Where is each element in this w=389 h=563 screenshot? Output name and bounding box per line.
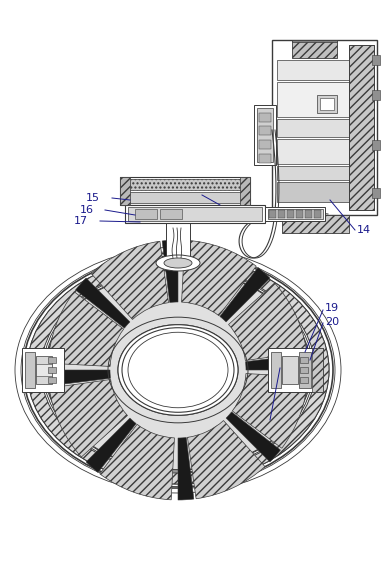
Wedge shape xyxy=(86,418,136,472)
Bar xyxy=(122,192,248,203)
Wedge shape xyxy=(220,267,270,322)
Bar xyxy=(36,364,52,376)
Bar xyxy=(287,210,294,218)
Ellipse shape xyxy=(122,328,234,412)
Bar xyxy=(277,182,349,202)
Bar xyxy=(254,105,276,165)
Bar xyxy=(166,223,190,263)
Bar xyxy=(271,352,281,388)
Bar xyxy=(372,140,380,150)
Wedge shape xyxy=(48,292,124,367)
Bar xyxy=(268,209,323,219)
Bar xyxy=(282,215,349,233)
Bar xyxy=(317,95,337,113)
Bar xyxy=(22,348,64,392)
Bar xyxy=(48,357,56,363)
Bar xyxy=(259,113,271,122)
Wedge shape xyxy=(178,437,194,500)
Bar xyxy=(265,207,325,221)
Wedge shape xyxy=(100,425,174,500)
Bar xyxy=(372,55,380,65)
Bar xyxy=(305,210,312,218)
Bar xyxy=(349,45,374,210)
Ellipse shape xyxy=(156,255,200,271)
Bar xyxy=(122,179,248,190)
Ellipse shape xyxy=(118,325,238,415)
Ellipse shape xyxy=(46,270,310,470)
Text: 17: 17 xyxy=(74,216,88,226)
Bar xyxy=(240,177,250,205)
Wedge shape xyxy=(48,370,110,386)
Bar xyxy=(48,367,56,373)
Text: 18: 18 xyxy=(202,188,216,198)
Bar xyxy=(292,40,337,42)
Bar xyxy=(300,377,308,383)
Bar xyxy=(120,177,130,205)
Ellipse shape xyxy=(118,325,238,415)
Bar xyxy=(300,367,308,373)
Bar xyxy=(312,348,323,392)
Bar xyxy=(282,356,298,384)
Wedge shape xyxy=(226,412,280,462)
Bar xyxy=(372,90,380,100)
Wedge shape xyxy=(75,278,130,328)
Text: 20: 20 xyxy=(325,317,339,327)
Text: 21: 21 xyxy=(280,361,294,371)
Ellipse shape xyxy=(128,332,228,408)
Bar xyxy=(259,154,271,163)
Ellipse shape xyxy=(164,258,192,268)
Wedge shape xyxy=(182,240,256,316)
Bar xyxy=(36,356,52,384)
Ellipse shape xyxy=(45,270,311,470)
Bar xyxy=(125,205,265,223)
Bar xyxy=(372,188,380,198)
Bar xyxy=(277,139,349,164)
Bar xyxy=(349,45,374,210)
Bar xyxy=(272,40,377,215)
Bar xyxy=(259,126,271,135)
Bar xyxy=(314,210,321,218)
Ellipse shape xyxy=(43,268,313,472)
Bar xyxy=(320,98,334,110)
Ellipse shape xyxy=(41,267,315,473)
Wedge shape xyxy=(232,374,308,448)
Bar xyxy=(277,119,349,137)
Bar xyxy=(120,177,250,205)
Text: 16: 16 xyxy=(80,205,94,215)
Bar xyxy=(277,166,349,180)
Text: 15: 15 xyxy=(86,193,100,203)
Bar xyxy=(48,377,56,383)
Bar xyxy=(269,210,276,218)
Ellipse shape xyxy=(23,253,333,487)
Bar xyxy=(160,209,182,219)
Ellipse shape xyxy=(27,256,329,484)
Bar xyxy=(277,60,349,80)
Text: 19: 19 xyxy=(325,303,339,313)
Wedge shape xyxy=(228,283,307,360)
Bar xyxy=(259,140,271,149)
Text: 14: 14 xyxy=(357,225,371,235)
Bar xyxy=(268,348,323,392)
Ellipse shape xyxy=(27,256,329,484)
Bar xyxy=(128,207,262,221)
Bar xyxy=(278,210,285,218)
Bar xyxy=(300,357,308,363)
Bar xyxy=(257,108,273,162)
Wedge shape xyxy=(187,421,265,499)
Wedge shape xyxy=(91,242,168,319)
Wedge shape xyxy=(49,379,128,457)
Bar xyxy=(299,352,311,388)
Bar xyxy=(135,209,157,219)
Bar xyxy=(296,210,303,218)
Bar xyxy=(25,352,35,388)
Wedge shape xyxy=(245,354,308,370)
Bar xyxy=(277,82,349,117)
Bar xyxy=(292,40,337,58)
Wedge shape xyxy=(162,240,178,302)
